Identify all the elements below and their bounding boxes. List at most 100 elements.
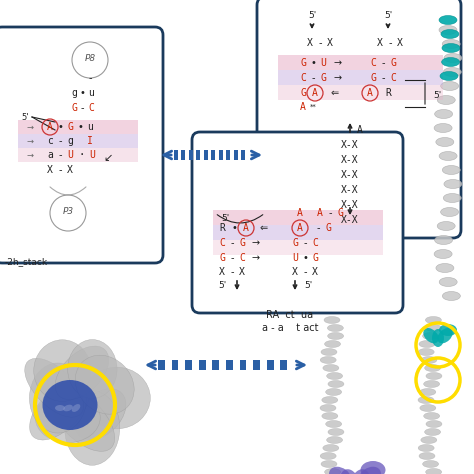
Text: →: → (27, 137, 34, 146)
Ellipse shape (442, 57, 460, 66)
Text: g: g (67, 136, 73, 146)
Bar (18, 134, 138, 148)
Ellipse shape (443, 67, 461, 76)
Ellipse shape (29, 380, 90, 440)
Bar (189, 150, 193, 160)
Ellipse shape (437, 95, 455, 104)
Text: C: C (312, 238, 318, 248)
Ellipse shape (420, 404, 436, 411)
Text: -: - (58, 165, 62, 175)
Ellipse shape (434, 124, 452, 133)
Ellipse shape (425, 428, 441, 436)
Text: X: X (47, 165, 53, 175)
Text: G: G (71, 103, 77, 113)
FancyBboxPatch shape (257, 0, 461, 238)
Text: P3: P3 (63, 207, 73, 216)
Text: G: G (337, 208, 343, 218)
Ellipse shape (329, 467, 352, 474)
Bar (185, 360, 192, 370)
Bar (227, 150, 230, 160)
Ellipse shape (320, 356, 336, 364)
Ellipse shape (321, 461, 337, 467)
Text: C: C (370, 58, 376, 68)
Text: X-X: X-X (341, 170, 359, 180)
Text: U: U (67, 150, 73, 160)
Text: 5': 5' (433, 91, 441, 100)
Text: ↙: ↙ (103, 153, 113, 163)
Bar (234, 150, 238, 160)
Text: a: a (47, 150, 53, 160)
FancyBboxPatch shape (0, 27, 163, 263)
Text: •: • (79, 88, 85, 98)
Ellipse shape (418, 445, 434, 452)
Text: 5': 5' (221, 213, 229, 222)
Ellipse shape (25, 358, 83, 417)
Bar (197, 150, 200, 160)
Text: G: G (292, 238, 298, 248)
Bar (213, 240, 383, 255)
Ellipse shape (434, 249, 452, 258)
Text: G: G (67, 122, 73, 132)
Text: -: - (388, 38, 392, 48)
Ellipse shape (423, 461, 438, 467)
Text: -: - (230, 238, 234, 248)
Text: X-X: X-X (341, 215, 359, 225)
Ellipse shape (326, 420, 342, 428)
Text: C: C (88, 103, 94, 113)
Ellipse shape (72, 404, 80, 412)
Text: ⇐: ⇐ (260, 223, 268, 233)
Text: G: G (312, 253, 318, 263)
Text: -: - (303, 267, 307, 277)
Ellipse shape (323, 365, 339, 372)
Text: A: A (357, 125, 363, 135)
Ellipse shape (441, 208, 459, 217)
Bar (278, 55, 443, 70)
Text: R: R (219, 223, 225, 233)
Bar (213, 210, 383, 225)
Text: 5': 5' (304, 281, 312, 290)
Text: g: g (71, 88, 77, 98)
Ellipse shape (418, 396, 434, 403)
Ellipse shape (441, 82, 459, 91)
Bar (278, 70, 443, 85)
Ellipse shape (320, 453, 336, 459)
Text: -: - (80, 103, 84, 113)
Ellipse shape (442, 292, 460, 301)
Text: A: A (243, 223, 249, 233)
Text: G: G (300, 58, 306, 68)
Text: X: X (397, 38, 403, 48)
Text: 5': 5' (21, 112, 29, 121)
Ellipse shape (75, 355, 134, 414)
Ellipse shape (420, 389, 436, 395)
Text: u: u (87, 122, 93, 132)
Text: C: C (390, 73, 396, 83)
Ellipse shape (83, 367, 150, 429)
Text: I: I (87, 136, 93, 146)
Text: RA  ct  ua: RA ct ua (266, 310, 314, 320)
Text: U: U (89, 150, 95, 160)
Ellipse shape (426, 373, 442, 380)
Bar (212, 360, 219, 370)
Ellipse shape (75, 389, 126, 440)
Text: A: A (367, 88, 373, 98)
Text: →: → (334, 58, 342, 68)
Ellipse shape (444, 54, 462, 63)
Text: X: X (377, 38, 383, 48)
Text: A: A (47, 122, 53, 132)
Bar (213, 225, 383, 240)
Text: X: X (292, 267, 298, 277)
Text: -: - (230, 253, 234, 263)
Ellipse shape (440, 72, 458, 81)
Ellipse shape (439, 152, 457, 161)
Text: -: - (381, 58, 385, 68)
Ellipse shape (424, 412, 440, 419)
Ellipse shape (34, 340, 91, 401)
Text: →: → (334, 73, 342, 83)
Text: 5': 5' (308, 10, 316, 19)
Text: •: • (231, 223, 237, 233)
Text: -2h_stack: -2h_stack (5, 257, 48, 266)
Text: -: - (328, 208, 332, 218)
Text: X-X: X-X (341, 200, 359, 210)
Ellipse shape (340, 469, 359, 474)
Ellipse shape (442, 165, 460, 174)
